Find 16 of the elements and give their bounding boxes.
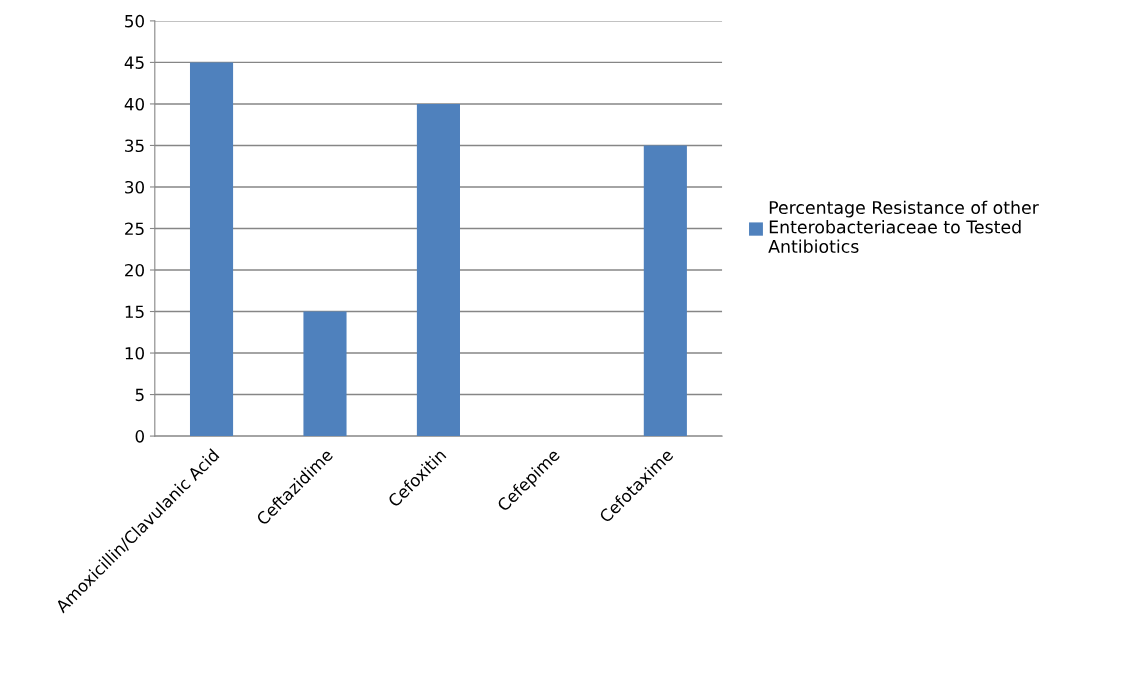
y-tick-label: 15 [125, 305, 144, 319]
bar [416, 103, 460, 437]
y-tick-label: 50 [125, 14, 144, 28]
bar [643, 145, 687, 437]
bar [189, 62, 234, 437]
y-tick-label: 40 [124, 97, 144, 111]
bar [303, 311, 347, 437]
y-tick-label: 0 [135, 430, 144, 443]
y-tick-label: 5 [135, 388, 144, 402]
y-tick-label: 20 [125, 263, 144, 277]
y-tick-label: 25 [125, 222, 144, 236]
legend-label: Percentage Resistance of other Enterobacteriaceae to Tested Antibiotics [768, 200, 1039, 253]
y-tick-label: 10 [125, 347, 144, 360]
y-tick-label: 35 [125, 139, 144, 153]
y-tick-label: 30 [125, 180, 144, 194]
y-tick-label: 45 [124, 56, 144, 69]
